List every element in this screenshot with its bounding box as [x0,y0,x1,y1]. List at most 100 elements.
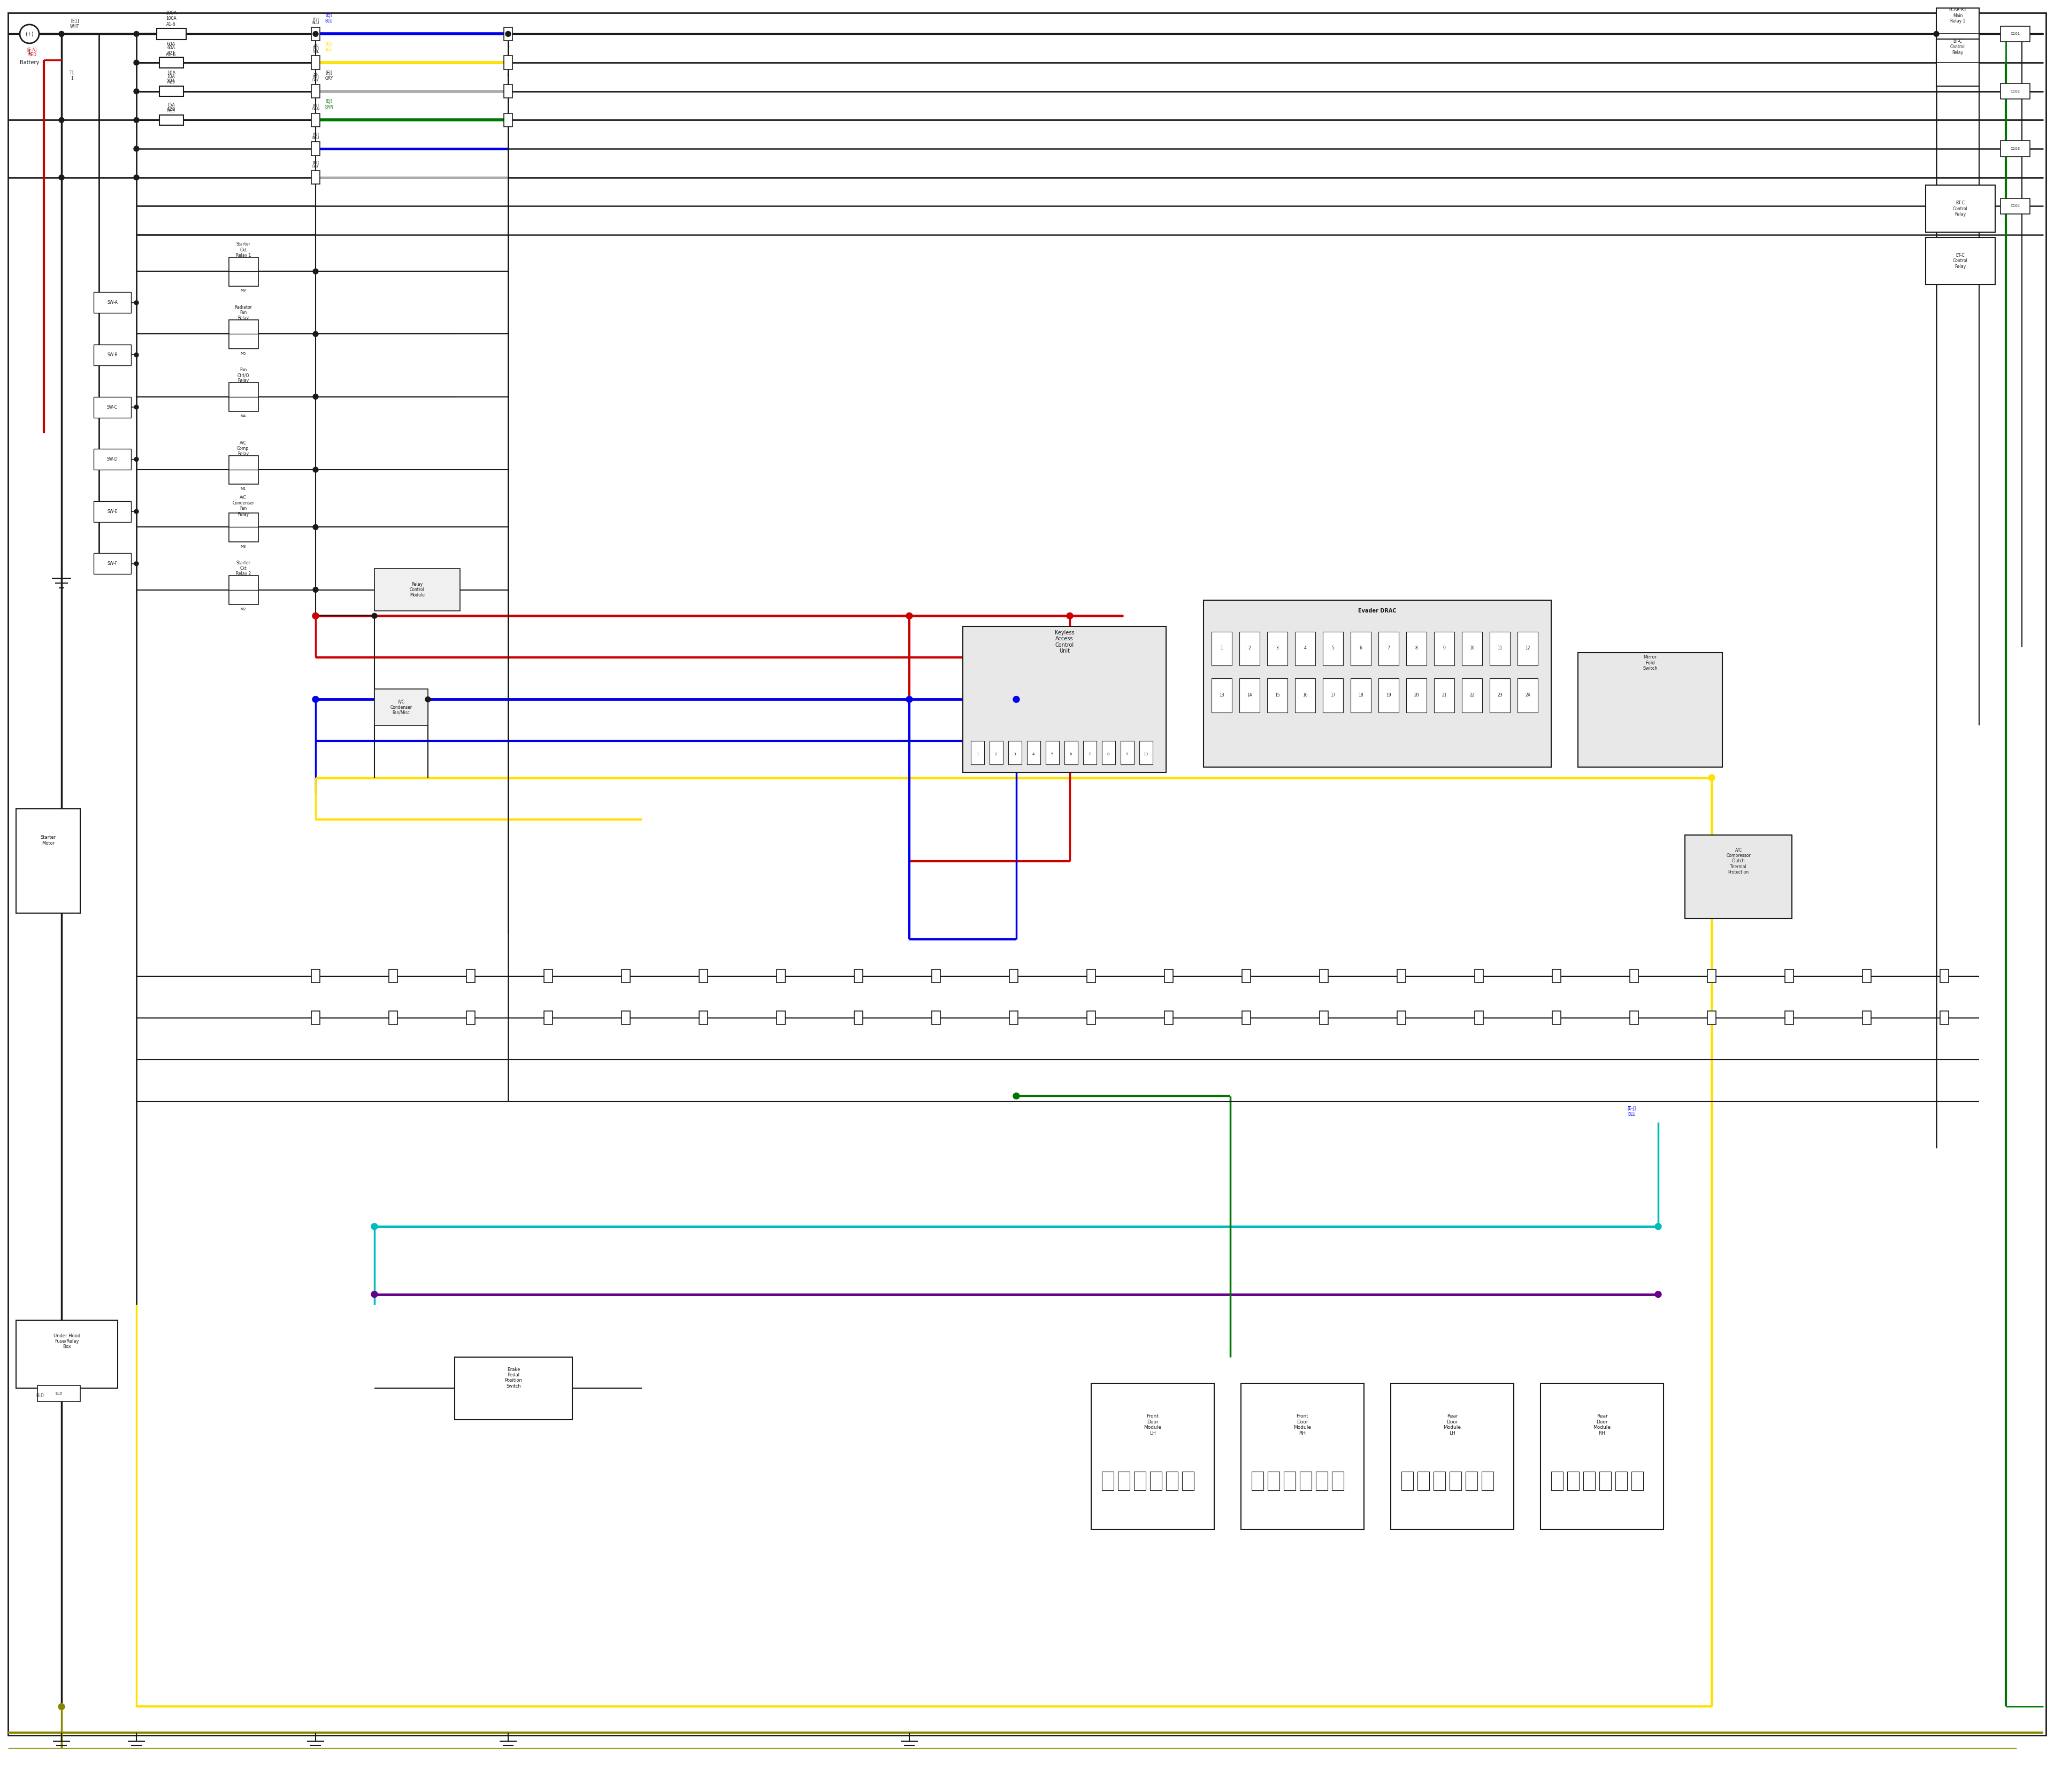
Text: Keyless
Access
Control
Unit: Keyless Access Control Unit [1054,631,1074,654]
Text: 10A: 10A [166,70,175,75]
Bar [1284,1471,1296,1491]
Bar [228,455,259,484]
Bar [228,258,259,287]
Text: 23: 23 [1497,694,1501,697]
Bar [1352,631,1370,665]
Bar [1391,1383,1514,1529]
Text: [EJ]
BLU: [EJ] BLU [312,18,318,25]
Text: M1: M1 [240,487,246,491]
Bar [454,1357,573,1419]
Circle shape [1709,774,1715,781]
Bar [1027,742,1041,765]
Bar [1239,679,1259,713]
Text: Under Hood
Fuse/Relay
Box: Under Hood Fuse/Relay Box [53,1333,80,1349]
Bar [1475,1011,1483,1025]
Bar [1239,631,1259,665]
Bar [1434,679,1454,713]
Text: 18: 18 [1358,694,1364,697]
Bar [1167,1471,1177,1491]
Text: 2: 2 [1249,645,1251,650]
Bar [312,969,320,982]
Bar [1087,969,1095,982]
Text: 21: 21 [1442,694,1446,697]
Bar [933,969,941,982]
Bar [1101,1471,1113,1491]
Text: 60A: 60A [166,41,175,47]
Text: 17: 17 [1331,694,1335,697]
Bar [228,382,259,412]
Text: 11: 11 [1497,645,1501,650]
Circle shape [60,118,64,122]
Bar [503,27,511,41]
Text: (+): (+) [25,30,33,36]
Text: 59: 59 [312,73,318,77]
Bar [94,502,131,521]
Bar [972,742,984,765]
Bar [1243,1011,1251,1025]
Circle shape [58,1704,66,1710]
Circle shape [1656,1292,1662,1297]
Text: M3: M3 [240,545,246,548]
Text: Evader DRAC: Evader DRAC [1358,607,1397,613]
Bar [1941,969,1949,982]
Bar [1584,1471,1596,1491]
Text: A/C
Comp.
Relay: A/C Comp. Relay [236,441,251,457]
Bar [1378,631,1399,665]
Bar [1397,969,1405,982]
Text: 5: 5 [1052,753,1054,756]
Bar [466,1011,474,1025]
Bar [374,568,460,611]
Text: SW-C: SW-C [107,405,117,410]
Bar [776,969,785,982]
Bar [1251,1471,1263,1491]
Text: Starter
Ckt
Relay 1: Starter Ckt Relay 1 [236,242,251,258]
Text: 4B: 4B [312,45,318,48]
Bar [622,969,631,982]
Circle shape [312,332,318,337]
Text: 22: 22 [1469,694,1475,697]
Circle shape [425,697,431,702]
Bar [698,969,709,982]
Text: Rear
Door
Module
LH: Rear Door Module LH [1444,1414,1460,1435]
Bar [1323,631,1343,665]
Bar [1785,1011,1793,1025]
Text: [EJ]
GRN: [EJ] GRN [312,104,320,111]
Bar [1165,969,1173,982]
Text: 9: 9 [1442,645,1446,650]
Bar [1553,969,1561,982]
Text: PCAR-R1
Main
Relay 1: PCAR-R1 Main Relay 1 [1949,7,1966,23]
Circle shape [1013,697,1019,702]
Text: 6: 6 [1070,753,1072,756]
Circle shape [312,525,318,530]
Text: A/C
Condenser
Fan
Relay: A/C Condenser Fan Relay [232,495,255,516]
Circle shape [134,90,140,93]
Circle shape [60,176,64,179]
Bar [94,396,131,418]
Text: 16: 16 [1302,694,1308,697]
Bar [1707,969,1715,982]
Bar [1489,679,1510,713]
Bar [1091,1383,1214,1529]
Bar [1319,1011,1329,1025]
Bar [2001,199,2029,213]
Text: 1: 1 [976,753,978,756]
Text: 4: 4 [1304,645,1306,650]
Text: 15: 15 [1276,694,1280,697]
Circle shape [372,613,378,618]
Text: Rear
Door
Module
RH: Rear Door Module RH [1594,1414,1610,1435]
Bar [1785,969,1793,982]
Bar [1518,679,1538,713]
Bar [1475,969,1483,982]
Text: 5: 5 [1331,645,1335,650]
Text: [EJ]
BLU: [EJ] BLU [312,133,318,140]
Bar [16,808,80,914]
Bar [503,113,511,127]
Text: 1: 1 [1220,645,1222,650]
Text: 2: 2 [994,753,996,756]
Text: 12: 12 [1526,645,1530,650]
Bar [1294,679,1315,713]
Bar [854,969,863,982]
Text: T1
1: T1 1 [70,70,74,81]
Text: 8: 8 [1107,753,1109,756]
Text: [EJ]
GRY: [EJ] GRY [325,70,333,81]
